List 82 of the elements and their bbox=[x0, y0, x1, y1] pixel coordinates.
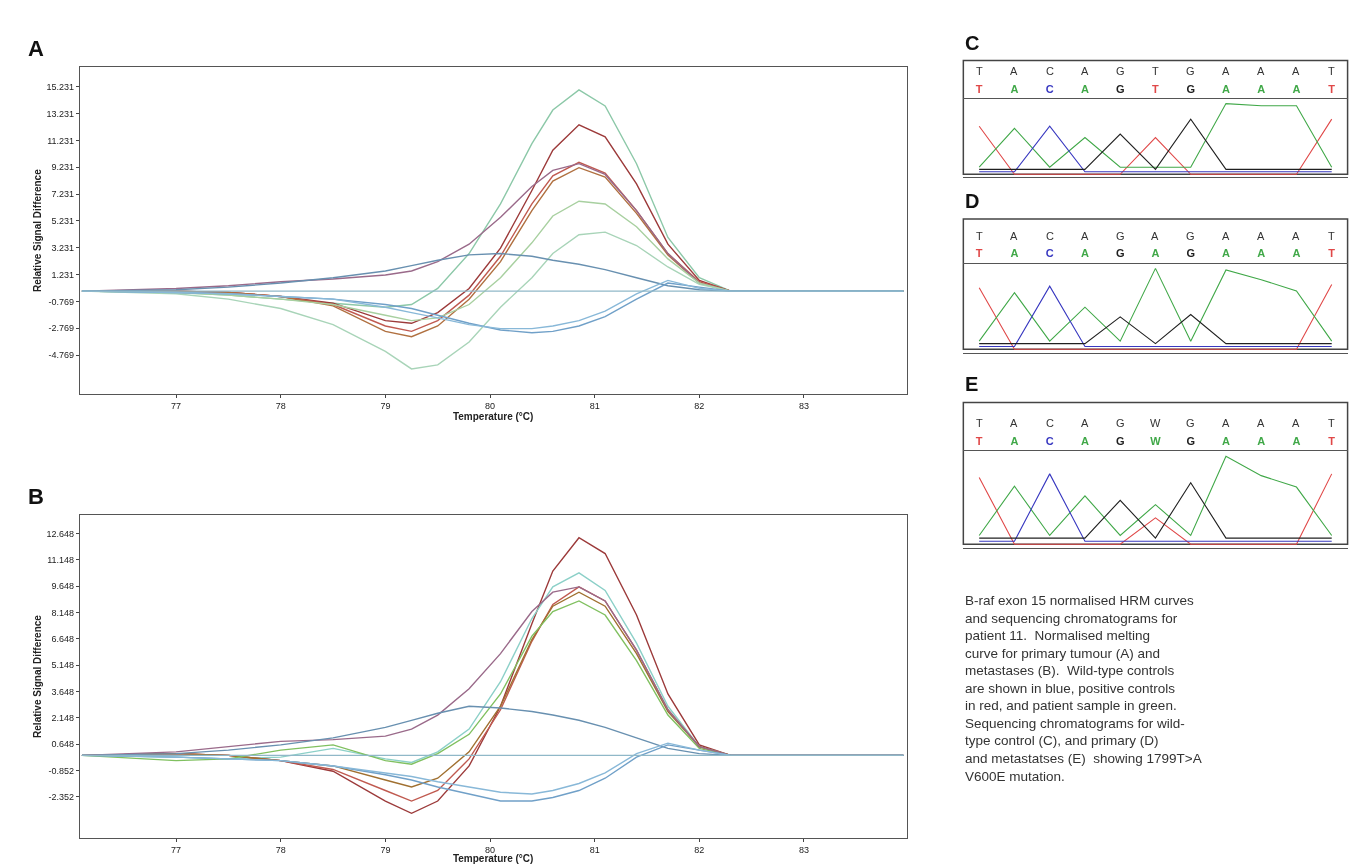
text: T A C A G A G A A A T bbox=[976, 230, 1335, 242]
x-tick-label: 81 bbox=[589, 400, 600, 411]
x-tick-label: A bbox=[1010, 82, 1019, 95]
y-tick-label: 7.231 bbox=[51, 189, 75, 200]
x-tick-label: 78 bbox=[275, 844, 286, 855]
y-tick-label: -4.769 bbox=[48, 350, 75, 361]
y-tick-label: 9.231 bbox=[51, 162, 75, 173]
y-tick-label: 9.648 bbox=[51, 581, 75, 592]
y-tick-label: 11.148 bbox=[47, 554, 75, 565]
x-tick-label: A bbox=[1010, 434, 1019, 447]
x-tick-label: A bbox=[1221, 247, 1230, 260]
x-tick-label: G bbox=[1115, 82, 1125, 95]
x-tick-label: 82 bbox=[694, 400, 705, 411]
x-tick-label: 77 bbox=[171, 844, 182, 855]
y-tick-label: 2.148 bbox=[51, 712, 75, 723]
chart-title: C bbox=[965, 32, 980, 54]
x-tick-label: A bbox=[1292, 82, 1301, 95]
x-tick-label: A bbox=[1292, 247, 1301, 260]
x-tick-label: T bbox=[1328, 247, 1336, 260]
x-tick-label: A bbox=[1221, 82, 1230, 95]
chart-title: D bbox=[965, 190, 980, 212]
x-axis-title: Temperature (°C) bbox=[452, 410, 534, 422]
x-tick-label: T bbox=[975, 247, 983, 260]
x-tick-label: A bbox=[1257, 247, 1266, 260]
y-tick-label: 5.231 bbox=[51, 216, 75, 227]
x-tick-label: 80 bbox=[485, 400, 496, 411]
text: B-raf exon 15 normalised HRM curves and sequencing chromatograms for patient 11. Normalised melting curve for primary tumour (A) and metastases (B). Wild-type controls are shown in blue, positive controls in red, and patient sample in green. Sequencing chromatograms for wild-type control (C), and primary (D) and metastatses (E) showing 1799T>A V600E mutation. bbox=[965, 593, 1202, 784]
y-tick-label: 3.231 bbox=[51, 242, 75, 253]
x-tick-label: A bbox=[1257, 82, 1266, 95]
x-tick-label: G bbox=[1186, 247, 1195, 260]
x-tick-label: 82 bbox=[694, 844, 705, 855]
chart-title: B bbox=[28, 484, 44, 509]
x-axis-title: Temperature (°C) bbox=[452, 853, 534, 864]
y-tick-label: 15.231 bbox=[46, 81, 75, 92]
y-tick-label: -2.352 bbox=[48, 791, 75, 802]
x-tick-label: 79 bbox=[380, 844, 391, 855]
x-tick-label: A bbox=[1080, 434, 1089, 447]
x-tick-label: A bbox=[1010, 247, 1019, 260]
x-tick-label: G bbox=[1186, 82, 1195, 95]
y-tick-label: 1.231 bbox=[51, 269, 75, 280]
x-tick-label: G bbox=[1186, 434, 1195, 447]
y-tick-label: 0.648 bbox=[51, 739, 75, 750]
x-tick-label: 81 bbox=[589, 844, 600, 855]
x-tick-label: A bbox=[1257, 434, 1266, 447]
x-tick-label: 78 bbox=[275, 400, 286, 411]
y-tick-label: 6.648 bbox=[51, 633, 75, 644]
chart-title: E bbox=[965, 373, 979, 395]
x-tick-label: A bbox=[1221, 434, 1230, 447]
x-tick-label: A bbox=[1080, 247, 1089, 260]
y-axis-title: Relative Signal Difference bbox=[32, 168, 44, 293]
y-tick-label: 13.231 bbox=[46, 108, 75, 119]
x-tick-label: 77 bbox=[171, 400, 182, 411]
x-tick-label: T bbox=[1328, 82, 1336, 95]
y-tick-label: 3.648 bbox=[51, 686, 75, 697]
x-tick-label: G bbox=[1115, 247, 1125, 260]
y-axis-title: Relative Signal Difference bbox=[32, 614, 44, 738]
x-tick-label: 79 bbox=[380, 400, 391, 411]
x-tick-label: 83 bbox=[798, 400, 809, 411]
y-tick-label: 5.148 bbox=[51, 660, 75, 671]
y-tick-label: 12.648 bbox=[46, 528, 75, 539]
x-tick-label: C bbox=[1045, 82, 1054, 95]
x-tick-label: C bbox=[1045, 434, 1054, 447]
y-tick-label: 11.231 bbox=[47, 135, 75, 146]
x-tick-label: G bbox=[1115, 434, 1125, 447]
x-tick-label: T bbox=[975, 434, 983, 447]
x-tick-label: 80 bbox=[485, 844, 496, 855]
x-tick-label: T bbox=[1328, 434, 1336, 447]
y-tick-label: -0.852 bbox=[48, 765, 75, 776]
x-tick-label: A bbox=[1151, 247, 1160, 260]
chart-title: A bbox=[28, 36, 44, 61]
x-tick-label: T bbox=[1152, 82, 1160, 95]
text: T A C A G T G A A A T bbox=[976, 65, 1335, 77]
x-tick-label: 83 bbox=[798, 844, 809, 855]
x-tick-label: W bbox=[1150, 434, 1162, 447]
text: T A C A G W G A A A T bbox=[976, 417, 1335, 429]
x-tick-label: C bbox=[1045, 247, 1054, 260]
y-tick-label: 8.148 bbox=[51, 607, 75, 618]
x-tick-label: A bbox=[1080, 82, 1089, 95]
x-tick-label: T bbox=[975, 82, 983, 95]
x-tick-label: A bbox=[1292, 434, 1301, 447]
y-tick-label: -2.769 bbox=[48, 323, 75, 334]
y-tick-label: -0.769 bbox=[48, 296, 75, 307]
